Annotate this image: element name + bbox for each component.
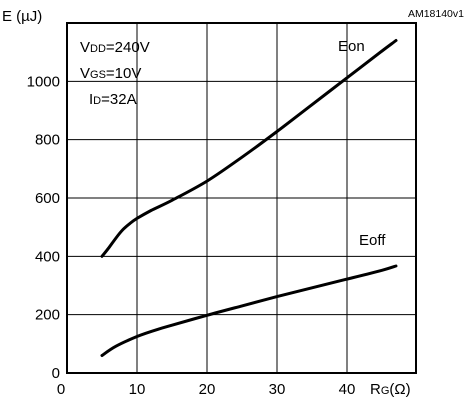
figure-id-label: AM18140v1 bbox=[408, 8, 464, 20]
y-axis-title: E (µJ) bbox=[2, 8, 42, 25]
grid-lines bbox=[67, 23, 416, 373]
series-lines bbox=[100, 39, 398, 357]
y-tick-label: 800 bbox=[35, 132, 60, 149]
series-label-eoff: Eoff bbox=[359, 232, 386, 249]
condition-2: ID=32A bbox=[89, 91, 137, 108]
y-tick-label: 0 bbox=[52, 365, 60, 382]
x-tick-label: 10 bbox=[129, 381, 146, 398]
series-eon-line bbox=[100, 39, 398, 258]
x-tick-label: 40 bbox=[339, 381, 356, 398]
test-conditions: VDD=240V VGS=10V ID=32A bbox=[80, 39, 150, 108]
y-tick-label: 1000 bbox=[27, 73, 60, 90]
x-axis-title: RG(Ω) bbox=[370, 381, 411, 398]
y-tick-label: 400 bbox=[35, 248, 60, 265]
y-tick-label: 600 bbox=[35, 190, 60, 207]
condition-0: VDD=240V bbox=[80, 39, 150, 56]
series-label-eon: Eon bbox=[338, 38, 365, 55]
condition-1: VGS=10V bbox=[80, 65, 141, 82]
series-labels: Eon Eoff bbox=[338, 38, 386, 249]
x-tick-label: 20 bbox=[199, 381, 216, 398]
series-eoff-line bbox=[100, 264, 398, 357]
y-tick-labels: 0 200 400 600 800 1000 bbox=[27, 73, 60, 382]
x-tick-label: 0 bbox=[57, 381, 65, 398]
x-tick-label: 30 bbox=[269, 381, 286, 398]
x-tick-labels: 0 10 20 30 40 bbox=[57, 381, 356, 398]
y-tick-label: 200 bbox=[35, 307, 60, 324]
plot-frame bbox=[66, 22, 417, 374]
